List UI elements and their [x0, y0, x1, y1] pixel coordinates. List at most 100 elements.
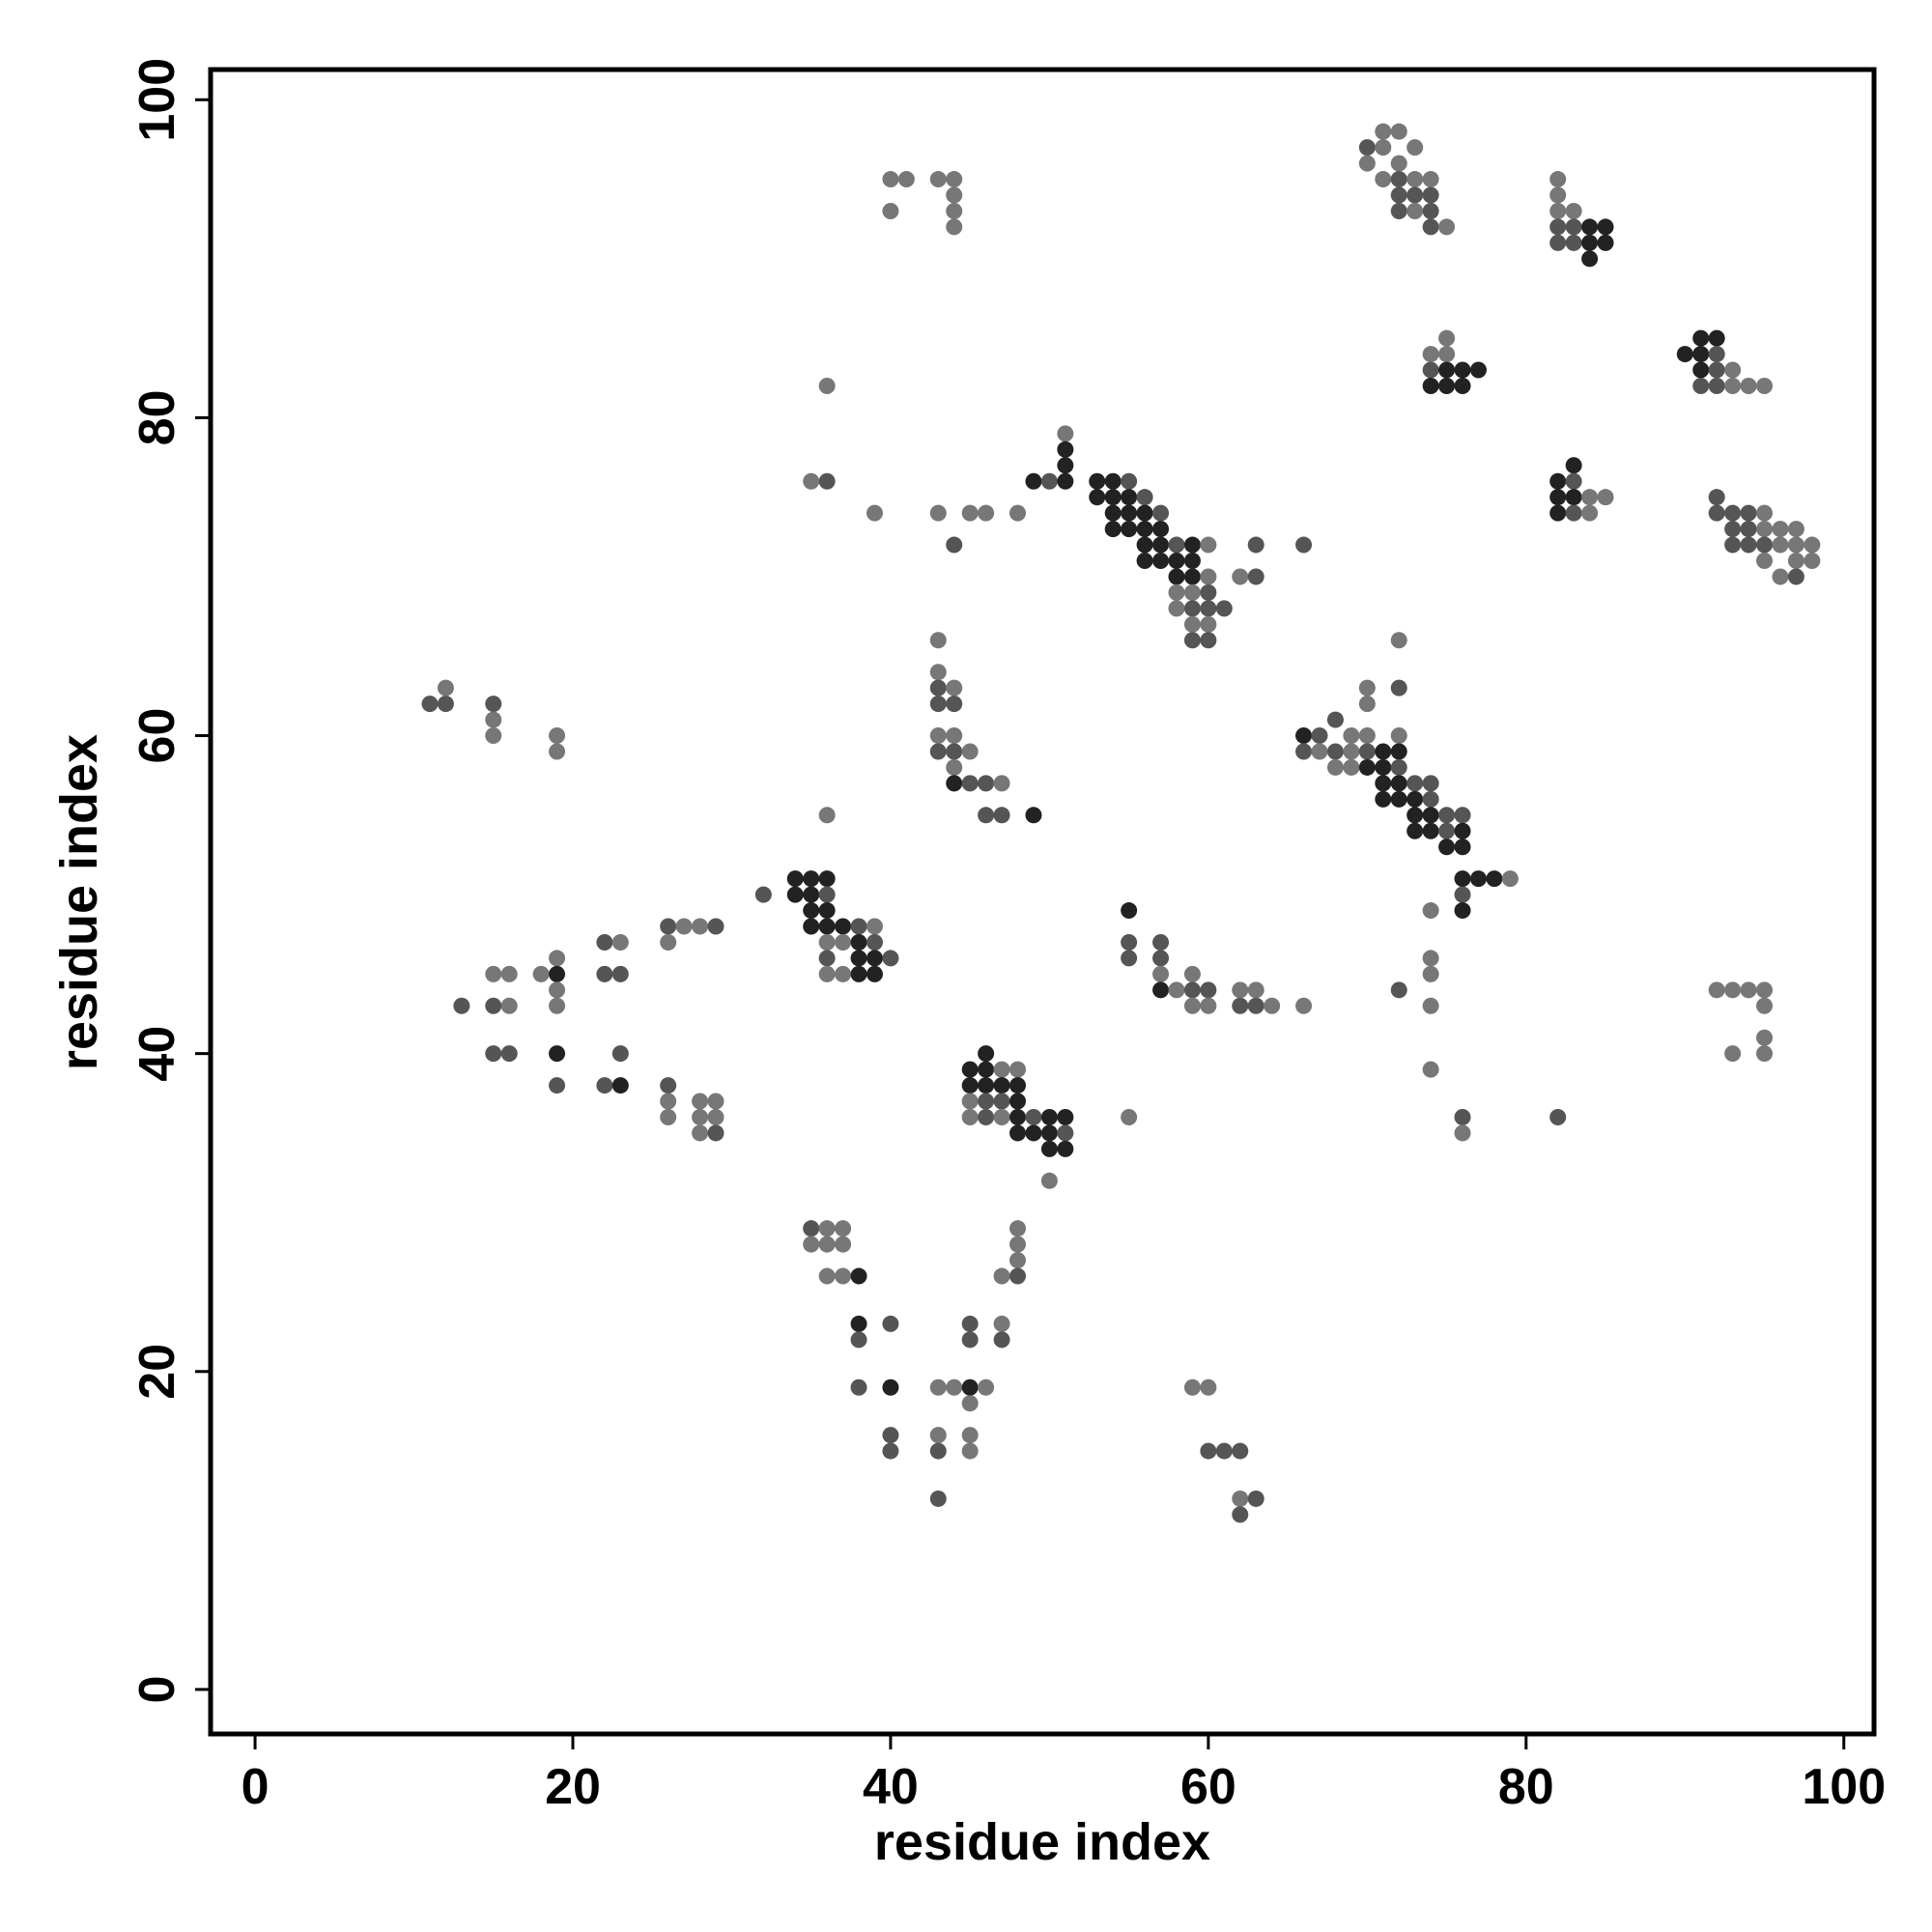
contact-point [993, 1093, 1010, 1110]
contact-point [818, 1267, 836, 1285]
contact-point [835, 1236, 852, 1253]
contact-point [1025, 472, 1042, 490]
contact-point [1375, 171, 1392, 188]
contact-point [1581, 504, 1599, 522]
contact-point [1168, 600, 1185, 617]
contact-point [1121, 521, 1138, 538]
contact-point [1406, 171, 1424, 188]
contact-point [421, 696, 439, 713]
contact-point [549, 727, 566, 745]
contact-point [1200, 632, 1217, 649]
contact-point [961, 1108, 979, 1125]
contact-point [803, 870, 820, 888]
contact-point [1581, 218, 1599, 236]
contact-point [1740, 377, 1757, 394]
contact-point [1358, 743, 1376, 760]
contact-point [437, 679, 454, 696]
contact-point [866, 504, 883, 522]
contact-point [1549, 472, 1567, 490]
contact-point [500, 1045, 518, 1063]
contact-point [660, 1093, 677, 1110]
contact-point [803, 472, 820, 490]
contact-point [818, 1220, 836, 1237]
contact-point [1692, 346, 1710, 363]
contact-point [1183, 1378, 1201, 1396]
contact-point [1121, 472, 1138, 490]
contact-point [1422, 822, 1439, 839]
contact-point [1183, 997, 1201, 1014]
contact-point [1549, 202, 1567, 219]
contact-point [1168, 568, 1185, 585]
contact-point [1549, 234, 1567, 251]
contact-point [1438, 838, 1456, 856]
contact-point [1454, 377, 1471, 394]
contact-point [549, 981, 566, 999]
contact-point [1740, 536, 1757, 554]
contact-point [1708, 329, 1725, 347]
contact-point [1708, 981, 1725, 999]
contact-point [929, 171, 947, 188]
contact-point [1168, 583, 1185, 601]
contact-point [993, 1315, 1010, 1332]
contact-point [1756, 521, 1774, 538]
contact-point [1121, 1108, 1138, 1125]
contact-point [978, 1108, 995, 1125]
contact-point [961, 1315, 979, 1332]
contact-point [1375, 139, 1392, 156]
contact-point [1390, 727, 1407, 745]
y-tick-label: 20 [129, 1344, 185, 1400]
contact-point [1501, 870, 1519, 888]
contact-point [866, 965, 883, 982]
contact-point [1390, 123, 1407, 140]
contact-point [1724, 981, 1742, 999]
contact-point [1597, 218, 1614, 236]
contact-point [1724, 521, 1742, 538]
contact-point [978, 504, 995, 522]
contact-point [882, 1442, 899, 1460]
contact-point [835, 918, 852, 935]
contact-point [532, 965, 550, 982]
contact-point [946, 775, 963, 792]
contact-point [1692, 361, 1710, 379]
contact-point [1089, 472, 1106, 490]
contact-point [1183, 965, 1201, 982]
contact-point [850, 1267, 867, 1285]
contact-point [1215, 1442, 1233, 1460]
contact-point [1247, 1490, 1264, 1507]
contact-point [1136, 504, 1153, 522]
contact-point [1136, 489, 1153, 506]
contact-point [1009, 1236, 1027, 1253]
contact-point [1390, 758, 1407, 776]
contact-point [611, 933, 629, 951]
contact-point [818, 472, 836, 490]
contact-point [803, 886, 820, 903]
contact-point [1549, 1108, 1567, 1125]
contact-point [549, 997, 566, 1014]
contact-point [1454, 870, 1471, 888]
contact-point [1708, 346, 1725, 363]
contact-point [803, 918, 820, 935]
contact-point [850, 965, 867, 982]
contact-point [1009, 1124, 1027, 1142]
contact-point [1040, 1108, 1058, 1125]
contact-point [850, 918, 867, 935]
contact-point [803, 1220, 820, 1237]
contact-point [1454, 361, 1471, 379]
contact-point [1390, 155, 1407, 172]
contact-point [818, 886, 836, 903]
contact-point [1756, 1045, 1774, 1063]
y-tick-label: 60 [129, 708, 185, 764]
contact-point [961, 1093, 979, 1110]
contact-point [818, 965, 836, 982]
contact-point [1040, 1172, 1058, 1189]
contact-point [946, 186, 963, 204]
contact-point [1724, 361, 1742, 379]
contact-point [754, 886, 772, 903]
contact-point [596, 1077, 613, 1094]
contact-point [1422, 997, 1439, 1014]
contact-point [929, 679, 947, 696]
contact-point [1438, 346, 1456, 363]
contact-point [1438, 807, 1456, 824]
contact-point [660, 1077, 677, 1094]
